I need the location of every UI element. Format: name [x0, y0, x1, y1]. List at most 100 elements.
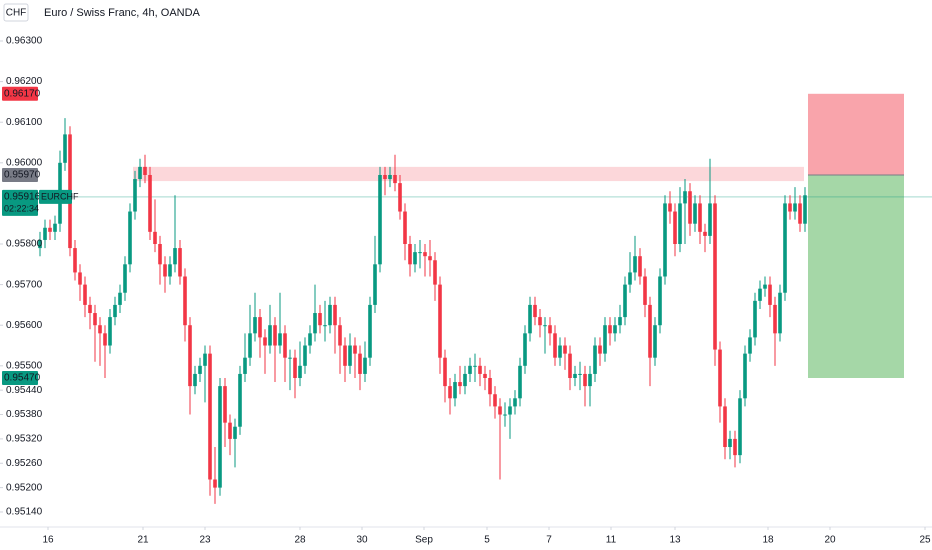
candle-body [683, 191, 687, 204]
candle-body [438, 284, 442, 358]
candle-body [168, 264, 172, 277]
candle-body [473, 365, 477, 367]
candle-body [573, 373, 577, 378]
candle-body [753, 300, 757, 338]
candle-body [303, 345, 307, 366]
candle-body [268, 325, 272, 346]
candle-body [788, 203, 792, 212]
candle-body [448, 386, 452, 399]
y-tick-label: 0.95140 [6, 507, 43, 518]
candle-body [478, 365, 482, 374]
candle-body [623, 284, 627, 318]
candle-body [803, 195, 807, 224]
y-tick-label: 0.96000 [6, 157, 43, 168]
candle-body [133, 179, 137, 212]
candle-body [663, 203, 667, 277]
price-tag [2, 370, 38, 385]
candle-body [618, 317, 622, 326]
candle-body [583, 373, 587, 387]
candle-body [273, 325, 277, 346]
candle-body [628, 272, 632, 285]
price-tag [2, 167, 38, 182]
candle-body [368, 304, 372, 358]
candle-body [88, 304, 92, 314]
candle-body [103, 333, 107, 346]
candle-body [703, 231, 707, 236]
candle-body [528, 304, 532, 334]
candle-body [198, 365, 202, 374]
x-tick-label: 25 [919, 535, 931, 546]
x-tick-label: 20 [824, 535, 836, 546]
candle-body [428, 256, 432, 261]
candle-body [113, 304, 117, 318]
candle-body [543, 325, 547, 327]
current-price-tag [2, 189, 38, 216]
candle-body [293, 357, 297, 378]
chart-title: Euro / Swiss Franc, 4h, OANDA [44, 7, 201, 19]
candle-body [488, 377, 492, 395]
candle-body [493, 394, 497, 407]
candle-body [783, 203, 787, 293]
y-tick-label: 0.96300 [6, 36, 43, 47]
candle-body [498, 406, 502, 415]
candle-body [593, 345, 597, 374]
candle-body [548, 325, 552, 334]
candle-body [453, 382, 457, 399]
candle-body [263, 337, 267, 346]
candle-body [738, 398, 742, 456]
candle-body [463, 373, 467, 387]
candle-body [773, 304, 777, 334]
candle-body [728, 438, 732, 448]
candle-body [533, 304, 537, 318]
candle-body [223, 386, 227, 423]
price-tag-label: 0.95470 [4, 373, 41, 384]
candle-body [253, 317, 257, 334]
candle-body [678, 203, 682, 245]
candle-body [798, 203, 802, 224]
candle-body [218, 386, 222, 488]
candle-body [653, 325, 657, 358]
candle-body [48, 227, 52, 232]
y-tick-label: 0.95260 [6, 458, 43, 469]
candle-body [698, 203, 702, 232]
countdown: 02:22:34 [4, 203, 39, 213]
candle-body [563, 345, 567, 354]
x-tick-label: 28 [294, 535, 306, 546]
x-tick-label: 11 [606, 535, 617, 546]
candle-body [688, 191, 692, 224]
candle-body [118, 292, 122, 305]
candle-body [538, 317, 542, 326]
candle-body [208, 353, 212, 480]
candle-body [308, 333, 312, 346]
candle-body [43, 227, 47, 240]
candle-body [363, 357, 367, 374]
candle-body [763, 284, 767, 289]
candle-body [63, 134, 67, 163]
y-tick-label: 0.95800 [6, 239, 43, 250]
candle-body [238, 373, 242, 427]
currency-box[interactable] [3, 3, 29, 22]
candle-body [578, 373, 582, 375]
candle-body [658, 276, 662, 326]
candle-body [138, 166, 142, 180]
candle-body [383, 174, 387, 180]
candle-body [443, 357, 447, 387]
x-tick-label: 21 [137, 535, 149, 546]
candle-body [258, 317, 262, 338]
candle-body [503, 414, 507, 416]
candle-body [233, 426, 237, 439]
y-tick-label: 0.95600 [6, 320, 43, 331]
candle-body [228, 422, 232, 439]
y-tick-label: 0.95200 [6, 482, 43, 493]
candle-body [178, 248, 182, 277]
candle-body [343, 345, 347, 366]
resistance-zone [133, 166, 804, 182]
candle-body [278, 333, 282, 346]
candle-body [243, 357, 247, 374]
candle-body [718, 349, 722, 407]
candle-body [108, 317, 112, 346]
candle-body [778, 292, 782, 334]
candle-body [173, 248, 177, 265]
candle-body [608, 325, 612, 334]
candle-body [93, 313, 97, 326]
